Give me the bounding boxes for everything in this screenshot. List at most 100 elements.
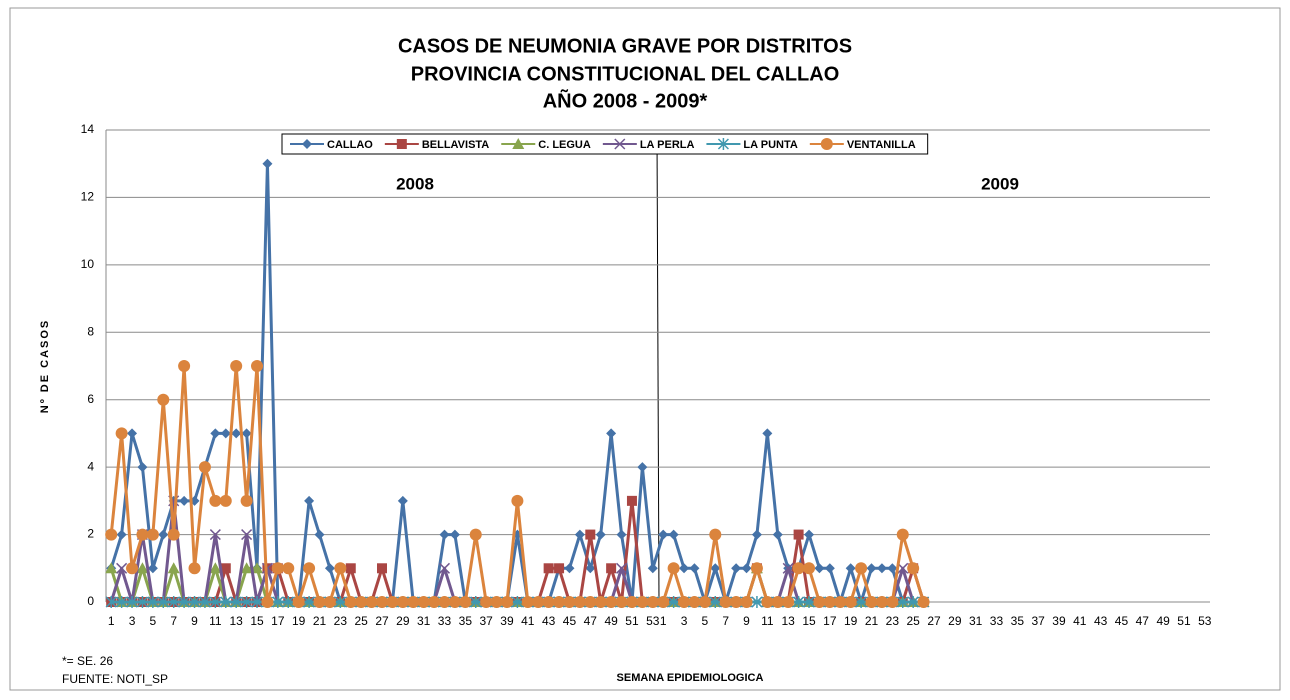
marker — [782, 562, 794, 574]
marker — [230, 360, 243, 372]
marker — [324, 563, 335, 574]
separator — [656, 134, 660, 603]
marker — [792, 562, 805, 575]
legend-marker — [614, 138, 626, 150]
x-tick-label: 13 — [230, 614, 244, 628]
y-tick-label: 2 — [87, 527, 94, 541]
marker — [750, 562, 763, 575]
x-tick-label: 31 — [969, 614, 983, 628]
legend-label: LA PERLA — [640, 139, 695, 151]
footnote: FUENTE: NOTI_SP — [62, 672, 168, 686]
x-tick-label: 47 — [584, 614, 598, 628]
marker — [355, 596, 368, 608]
marker — [407, 596, 420, 608]
x-tick-label: 41 — [521, 614, 535, 628]
x-tick-label: 1 — [108, 614, 115, 628]
marker — [188, 596, 201, 608]
x-tick-label: 29 — [396, 614, 410, 628]
marker — [262, 158, 273, 169]
marker — [678, 596, 691, 608]
marker — [824, 563, 835, 574]
x-tick-label: 39 — [1052, 614, 1066, 628]
x-tick-label: 7 — [722, 614, 729, 628]
y-axis-label: Nº DE CASOS — [39, 319, 51, 413]
marker — [896, 528, 909, 541]
marker — [709, 596, 721, 608]
marker — [240, 494, 253, 507]
marker — [116, 562, 128, 574]
marker — [219, 494, 232, 507]
marker — [198, 461, 211, 474]
x-tick-label: 21 — [865, 614, 879, 628]
x-tick-label: 3 — [681, 614, 688, 628]
marker — [574, 529, 585, 540]
marker — [417, 596, 430, 608]
marker — [542, 596, 555, 608]
x-tick-label: 7 — [170, 614, 177, 628]
marker — [532, 596, 545, 608]
chart-title: PROVINCIA CONSTITUCIONAL DEL CALLAO — [411, 63, 840, 85]
marker — [573, 596, 586, 608]
x-tick-label: 47 — [1136, 614, 1150, 628]
footnote: *= SE. 26 — [62, 654, 113, 668]
marker — [730, 596, 743, 608]
marker — [740, 596, 753, 608]
legend-label: BELLAVISTA — [422, 139, 489, 151]
marker — [240, 562, 253, 574]
x-tick-label: 25 — [906, 614, 920, 628]
marker — [334, 596, 346, 608]
x-tick-label: 35 — [1011, 614, 1025, 628]
x-tick-label: 43 — [1094, 614, 1108, 628]
x-tick-label: 11 — [761, 614, 774, 628]
marker — [261, 596, 274, 608]
marker — [314, 529, 325, 540]
marker — [470, 596, 482, 608]
y-tick-label: 14 — [81, 122, 95, 136]
marker — [814, 563, 825, 574]
marker — [709, 528, 722, 541]
x-tick-label: 5 — [150, 614, 157, 628]
x-tick-label: 27 — [927, 614, 941, 628]
marker — [647, 563, 658, 574]
marker — [751, 529, 762, 540]
marker — [386, 596, 399, 608]
marker — [813, 596, 826, 608]
x-axis-label: SEMANA EPIDEMIOLOGICA — [617, 672, 764, 684]
annotation: 2008 — [396, 174, 434, 193]
marker — [500, 596, 513, 608]
x-tick-label: 25 — [354, 614, 368, 628]
marker — [616, 562, 628, 574]
marker — [116, 596, 128, 608]
marker — [220, 428, 231, 439]
marker — [762, 428, 773, 439]
marker — [116, 529, 127, 540]
marker — [595, 529, 606, 540]
marker — [584, 596, 597, 608]
marker — [679, 563, 690, 574]
marker — [105, 596, 117, 608]
marker — [876, 563, 887, 574]
marker — [126, 562, 139, 575]
marker — [625, 596, 638, 608]
x-tick-label: 21 — [313, 614, 327, 628]
x-tick-label: 13 — [782, 614, 796, 628]
marker — [616, 529, 627, 540]
marker — [594, 596, 607, 608]
marker — [803, 596, 815, 608]
marker — [303, 596, 315, 608]
marker — [772, 529, 783, 540]
marker — [157, 596, 169, 608]
marker — [115, 427, 128, 440]
marker — [637, 462, 648, 473]
x-tick-label: 33 — [438, 614, 452, 628]
marker — [771, 596, 784, 608]
x-tick-label: 33 — [990, 614, 1004, 628]
marker — [543, 563, 554, 574]
marker — [345, 563, 356, 574]
marker — [657, 596, 670, 608]
chart-title: AÑO 2008 - 2009* — [543, 89, 708, 112]
marker — [251, 360, 264, 372]
marker — [199, 596, 211, 608]
marker — [865, 596, 878, 608]
